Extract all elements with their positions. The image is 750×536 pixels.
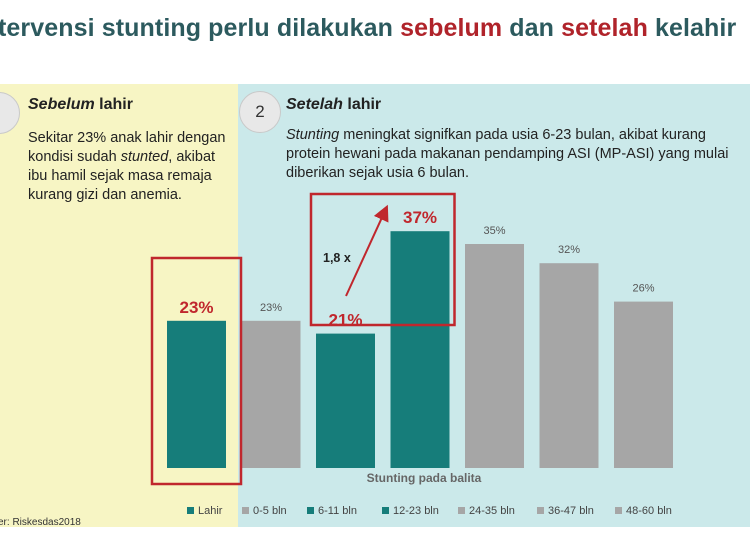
- bar-lahir: [167, 320, 226, 468]
- legend-item: Lahir: [187, 505, 223, 517]
- legend-swatch: [458, 507, 465, 514]
- bar-value-label: 23%: [260, 302, 282, 314]
- after-text-rest: meningkat signifkan pada usia 6-23 bulan…: [286, 127, 729, 181]
- chart-x-axis-label: Stunting pada balita: [367, 471, 482, 485]
- bar-value-label: 37%: [403, 208, 437, 227]
- legend-item: 12-23 bln: [382, 505, 439, 517]
- source-note: er: Riskesdas2018: [0, 517, 81, 528]
- highlight-box-6-23-months: [309, 192, 456, 327]
- legend-item: 6-11 bln: [307, 505, 357, 517]
- legend-label: 12-23 bln: [393, 505, 439, 517]
- legend-swatch: [242, 507, 249, 514]
- legend-item: 0-5 bln: [242, 505, 287, 517]
- bar-36-47-bln: [539, 263, 599, 468]
- title-part2: dan: [502, 14, 562, 42]
- legend-item: 24-35 bln: [458, 505, 515, 517]
- legend-label: 24-35 bln: [469, 505, 515, 517]
- before-text-italic: stunted: [120, 149, 169, 165]
- bar-value-label: 35%: [483, 225, 505, 237]
- legend-label: 6-11 bln: [318, 505, 357, 517]
- after-birth-text: Stunting meningkat signifkan pada usia 6…: [286, 126, 744, 183]
- bar-24-35-bln: [465, 244, 524, 468]
- legend-label: Lahir: [198, 505, 223, 517]
- legend-swatch: [537, 507, 544, 514]
- before-heading-rest: lahir: [94, 96, 133, 113]
- highlight-box-birth: [150, 256, 243, 486]
- legend-item: 36-47 bln: [537, 505, 594, 517]
- bar-0-5-bln: [241, 320, 301, 468]
- title-highlight-after: setelah: [561, 14, 648, 42]
- bar-value-label: 32%: [558, 244, 580, 256]
- after-birth-heading: Setelah lahir: [286, 96, 381, 114]
- bar-12-23-bln: [390, 231, 450, 468]
- legend-label: 48-60 bln: [626, 505, 672, 517]
- after-heading-rest: lahir: [342, 96, 382, 113]
- bar-value-label: 23%: [179, 298, 213, 317]
- legend-label: 0-5 bln: [253, 505, 287, 517]
- after-heading-italic: Setelah: [286, 96, 343, 113]
- page-title: tervensi stunting perlu dilakukan sebelu…: [0, 14, 736, 43]
- bar-48-60-bln: [614, 301, 673, 468]
- after-text-italic: Stunting: [286, 127, 340, 143]
- step-2-badge: 2: [239, 91, 281, 133]
- legend-swatch: [187, 507, 194, 514]
- before-text-1: Sekitar 23% anak lahir dengan kondisi su…: [28, 130, 226, 165]
- bar-value-label: 21%: [328, 311, 362, 330]
- before-birth-text: Sekitar 23% anak lahir dengan kondisi su…: [28, 129, 228, 205]
- legend-swatch: [382, 507, 389, 514]
- title-part1: tervensi stunting perlu dilakukan: [0, 14, 401, 42]
- before-text-2: , akibat ibu hamil sejak masa remaja kur…: [28, 149, 216, 203]
- growth-arrow: [345, 204, 389, 297]
- legend-label: 36-47 bln: [548, 505, 594, 517]
- before-heading-italic: Sebelum: [28, 96, 95, 113]
- legend-swatch: [615, 507, 622, 514]
- before-birth-heading: Sebelum lahir: [28, 96, 133, 114]
- legend-swatch: [307, 507, 314, 514]
- title-highlight-before: sebelum: [400, 14, 503, 42]
- legend-item: 48-60 bln: [615, 505, 672, 517]
- growth-annotation: 1,8 x: [323, 251, 351, 265]
- bar-6-11-bln: [316, 333, 375, 468]
- bar-value-label: 26%: [632, 283, 654, 295]
- title-part3: kelahir: [647, 14, 737, 42]
